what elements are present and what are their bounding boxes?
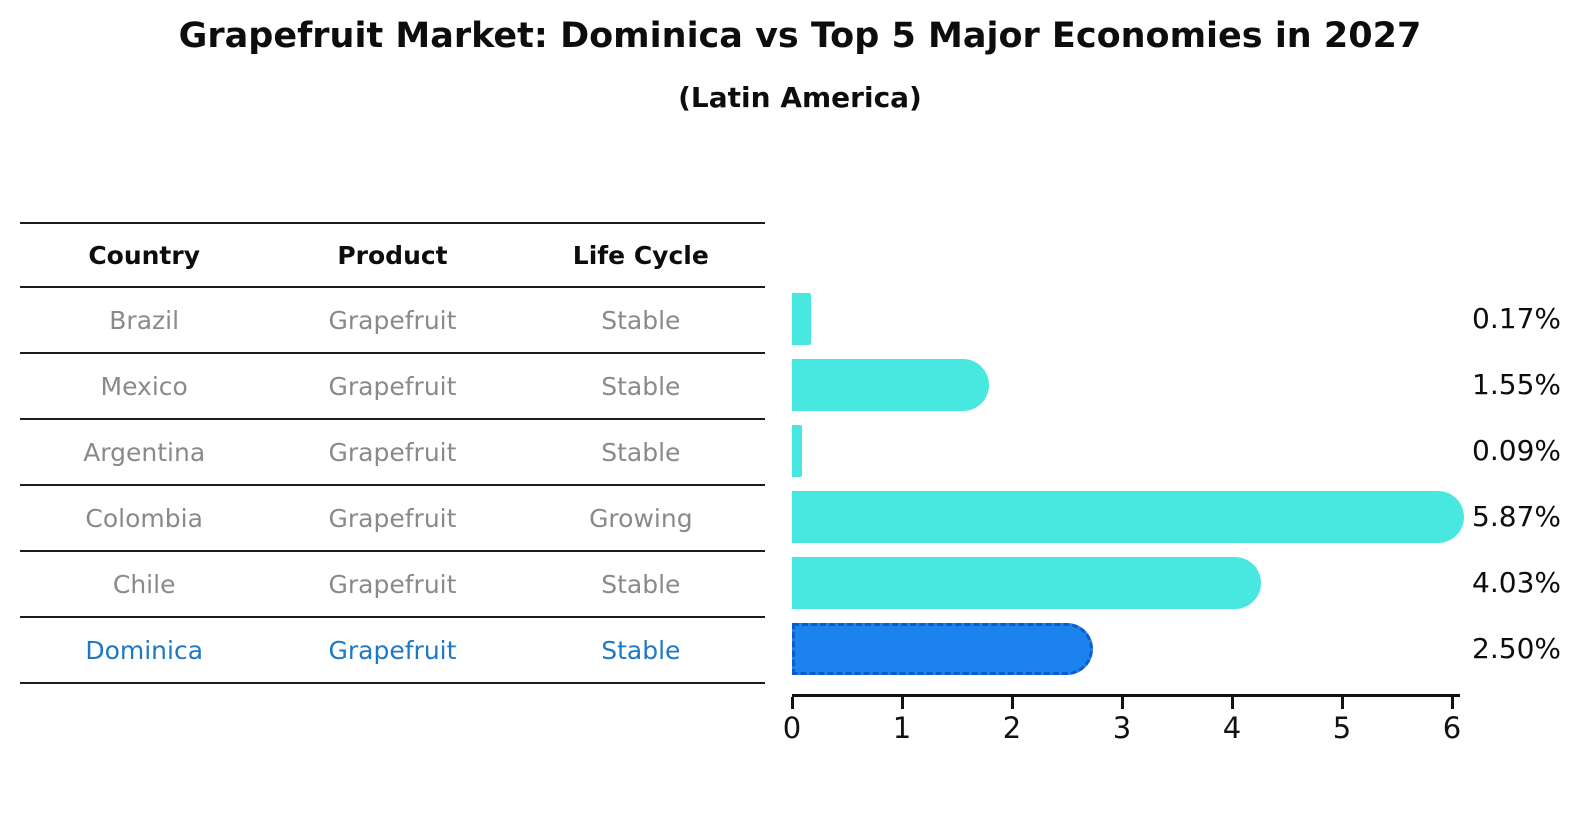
bar-value-label: 2.50%	[1472, 632, 1561, 665]
bar-argentina	[792, 425, 802, 477]
bar-chile	[792, 557, 1262, 609]
life-cycle-cell: Stable	[601, 305, 681, 335]
x-axis-tick	[1121, 697, 1124, 709]
country-cell: Colombia	[85, 503, 203, 533]
x-axis: 0 1 2 3 4 5 6	[783, 694, 1492, 764]
column-header-life-cycle: Life Cycle	[572, 240, 709, 270]
bar-row-argentina: 0.09%	[792, 418, 1586, 484]
product-cell: Grapefruit	[328, 371, 457, 401]
bar-row-chile: 4.03%	[792, 550, 1586, 616]
x-axis-tick-label: 6	[1442, 711, 1462, 745]
life-cycle-cell: Stable	[601, 437, 681, 467]
x-axis-tick-label: 4	[1222, 711, 1242, 745]
product-cell: Grapefruit	[328, 437, 457, 467]
bar-value-label: 1.55%	[1472, 368, 1561, 401]
bar-brazil	[792, 293, 811, 345]
bar-chart: 0.17% 1.55% 0.09% 5.87% 4.03% 2.50%	[792, 286, 1586, 682]
life-cycle-cell: Stable	[601, 371, 681, 401]
bar-dominica	[792, 623, 1093, 675]
chart-title: Grapefruit Market: Dominica vs Top 5 Maj…	[178, 16, 1422, 56]
column-header-country: Country	[88, 240, 201, 270]
table-row-highlight-dominica: Dominica Grapefruit Stable	[20, 618, 765, 684]
x-axis-tick-label: 3	[1112, 711, 1132, 745]
bar-value-label: 4.03%	[1472, 566, 1561, 599]
x-axis-tick-label: 5	[1332, 711, 1352, 745]
bar-value-label: 0.09%	[1472, 434, 1561, 467]
product-cell: Grapefruit	[328, 305, 457, 335]
country-cell: Chile	[112, 569, 176, 599]
x-axis-tick	[901, 697, 904, 709]
chart-subtitle: (Latin America)	[678, 81, 922, 114]
product-cell: Grapefruit	[328, 569, 457, 599]
life-cycle-cell: Growing	[589, 503, 693, 533]
country-table: Country Product Life Cycle Brazil Grapef…	[20, 222, 765, 684]
table-row: Chile Grapefruit Stable	[20, 552, 765, 618]
table-row: Argentina Grapefruit Stable	[20, 420, 765, 486]
x-axis-tick	[1451, 697, 1454, 709]
table-row: Colombia Grapefruit Growing	[20, 486, 765, 552]
life-cycle-cell: Stable	[601, 635, 681, 665]
product-cell: Grapefruit	[328, 635, 457, 665]
bar-value-label: 0.17%	[1472, 302, 1561, 335]
column-header-product: Product	[337, 240, 448, 270]
country-cell: Mexico	[100, 371, 188, 401]
bar-mexico	[792, 359, 989, 411]
table-row: Mexico Grapefruit Stable	[20, 354, 765, 420]
x-axis-tick	[1231, 697, 1234, 709]
bar-row-brazil: 0.17%	[792, 286, 1586, 352]
x-axis-tick-label: 0	[782, 711, 802, 745]
bar-row-mexico: 1.55%	[792, 352, 1586, 418]
x-axis-tick-label: 2	[1002, 711, 1022, 745]
country-cell: Argentina	[83, 437, 206, 467]
life-cycle-cell: Stable	[601, 569, 681, 599]
x-axis-line	[792, 694, 1460, 697]
product-cell: Grapefruit	[328, 503, 457, 533]
bar-row-dominica-highlight: 2.50%	[792, 616, 1586, 682]
x-axis-tick-label: 1	[892, 711, 912, 745]
x-axis-tick	[1341, 697, 1344, 709]
bar-value-label: 5.87%	[1472, 500, 1561, 533]
x-axis-tick	[1011, 697, 1014, 709]
country-cell: Brazil	[109, 305, 180, 335]
table-row: Brazil Grapefruit Stable	[20, 288, 765, 354]
bar-colombia	[792, 491, 1464, 543]
bar-row-colombia: 5.87%	[792, 484, 1586, 550]
table-header-row: Country Product Life Cycle	[20, 224, 765, 288]
country-cell: Dominica	[85, 635, 204, 665]
x-axis-tick	[791, 697, 794, 709]
